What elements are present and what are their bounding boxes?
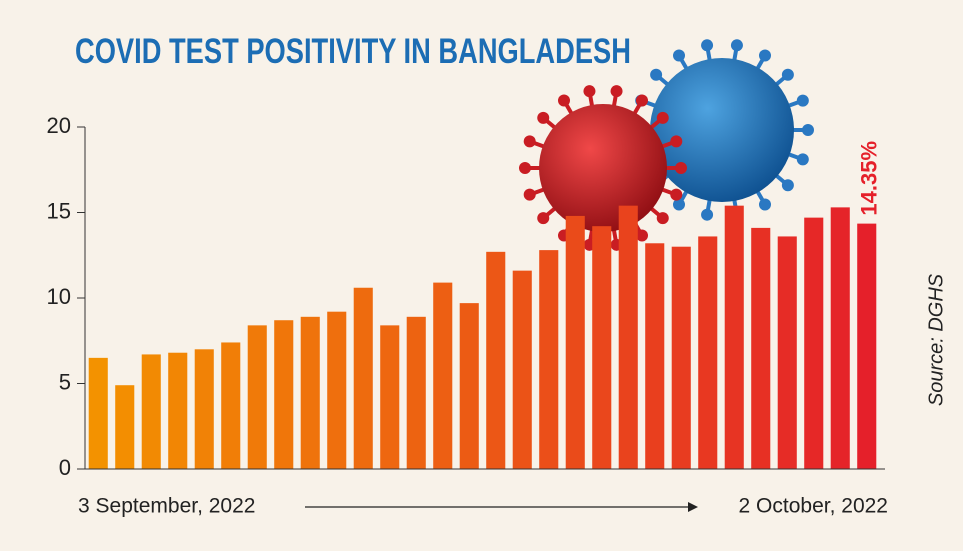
bar xyxy=(512,270,532,469)
virus-spike-tip xyxy=(650,68,663,81)
bar xyxy=(459,303,479,469)
virus-spike-tip xyxy=(610,85,623,98)
virus-spike-tip xyxy=(759,49,771,62)
virus-spike-tip xyxy=(537,212,550,225)
x-tick-label: 2 October, 2022 xyxy=(739,495,888,518)
virus-spike-tip xyxy=(675,162,687,174)
virus-spike-tip xyxy=(519,162,531,174)
virus-body xyxy=(650,58,794,202)
bar xyxy=(777,236,797,469)
bar xyxy=(221,342,241,469)
virus-spike-tip xyxy=(701,208,714,221)
chart-title: COVID TEST POSITIVITY IN BANGLADESH xyxy=(75,32,631,71)
bar xyxy=(618,205,638,469)
bar xyxy=(565,215,585,469)
bar xyxy=(751,227,771,469)
virus-spike-tip xyxy=(656,212,669,225)
y-tick-label: 15 xyxy=(47,198,71,223)
bar xyxy=(194,349,214,469)
bar xyxy=(539,250,559,469)
virus-spike-tip xyxy=(781,179,794,192)
bar xyxy=(486,251,506,469)
virus-spike-tip xyxy=(558,94,570,107)
bar xyxy=(406,316,426,469)
bar xyxy=(141,354,161,469)
virus-spike-tip xyxy=(537,111,550,124)
bar xyxy=(592,226,612,469)
virus-spike-tip xyxy=(670,135,683,148)
virus-body xyxy=(539,104,667,232)
bar xyxy=(671,246,691,469)
bar xyxy=(88,357,108,469)
source: Source: DGHS xyxy=(925,273,947,406)
bar xyxy=(698,236,718,469)
bar xyxy=(380,325,400,469)
bar xyxy=(274,320,294,469)
virus-spike-tip xyxy=(583,85,596,98)
bar xyxy=(804,217,824,469)
virus-spike-tip xyxy=(636,94,648,107)
virus-spike-tip xyxy=(802,124,814,136)
bar xyxy=(645,243,665,469)
y-tick-label: 10 xyxy=(47,284,71,309)
y-tick-label: 20 xyxy=(47,113,71,138)
virus-spike-tip xyxy=(796,94,809,107)
virus-spike-tip xyxy=(523,135,536,148)
x-tick-label: 3 September, 2022 xyxy=(78,495,255,518)
bar xyxy=(115,385,135,469)
date-arrow-head xyxy=(688,502,698,512)
bar xyxy=(830,207,850,469)
bar xyxy=(724,205,744,469)
virus-spike-tip xyxy=(656,111,669,124)
y-tick-label: 5 xyxy=(59,369,71,394)
bar xyxy=(300,316,320,469)
virus-spike-tip xyxy=(673,49,685,62)
value-label: 14.35% xyxy=(857,141,882,216)
virus-spike-tip xyxy=(523,188,536,201)
bar xyxy=(168,352,188,469)
y-tick-label: 0 xyxy=(59,455,71,480)
virus-spike-tip xyxy=(781,68,794,81)
virus-spike-tip xyxy=(673,198,685,211)
virus-spike-tip xyxy=(670,188,683,201)
virus-spike-tip xyxy=(636,229,648,242)
virus-spike-tip xyxy=(701,39,714,52)
bar xyxy=(857,223,877,469)
bar xyxy=(353,287,373,469)
bar xyxy=(247,325,267,469)
virus-spike-tip xyxy=(759,198,771,211)
virus-spike-tip xyxy=(796,153,809,166)
bar xyxy=(433,282,453,469)
virus-spike-tip xyxy=(730,39,743,52)
bar xyxy=(327,311,347,469)
